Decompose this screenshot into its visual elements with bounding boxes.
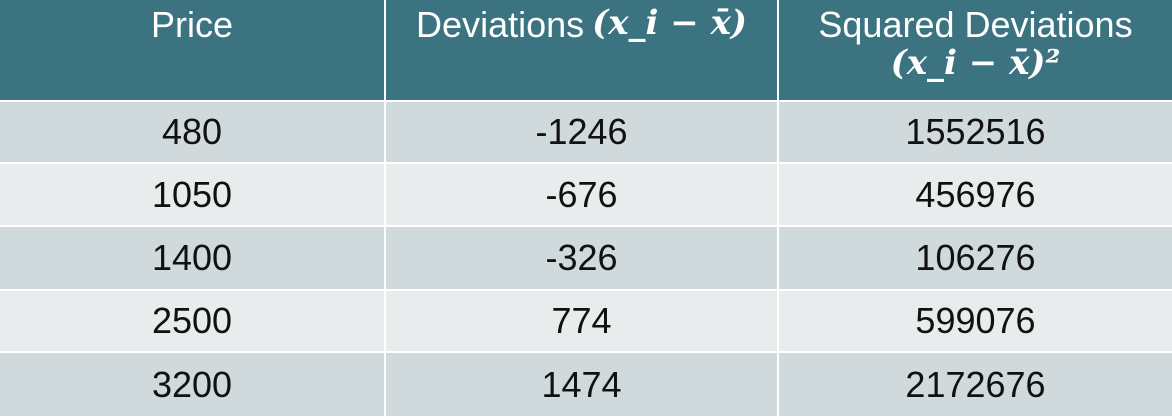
header-squared-label: Squared Deviations — [818, 4, 1133, 45]
table-row-4-deviation: 774 — [386, 291, 779, 353]
table-row-3-squared: 106276 — [779, 227, 1172, 291]
table-row-2-squared: 456976 — [779, 164, 1172, 227]
table-row-4-squared: 599076 — [779, 291, 1172, 353]
table-row-1-price: 480 — [0, 102, 386, 164]
table-row-1-deviation: -1246 — [386, 102, 779, 164]
table-row-2-deviation: -676 — [386, 164, 779, 227]
table-row-5-squared: 2172676 — [779, 353, 1172, 418]
table-row-5-deviation: 1474 — [386, 353, 779, 418]
table-row-3-deviation: -326 — [386, 227, 779, 291]
header-price-label: Price — [150, 4, 234, 45]
header-deviations: Deviations (x_i − x̄) — [386, 0, 779, 102]
header-squared-formula: (x_i − x̄)² — [890, 42, 1061, 83]
header-price: Price — [0, 0, 386, 102]
table-row-2-price: 1050 — [0, 164, 386, 227]
header-deviations-formula: (x_i − x̄) — [592, 3, 747, 43]
table-row-3-price: 1400 — [0, 227, 386, 291]
header-squared-deviations: Squared Deviations (x_i − x̄)² — [779, 0, 1172, 102]
header-deviations-label: Deviations — [416, 4, 585, 45]
table-row-5-price: 3200 — [0, 353, 386, 418]
table-row-4-price: 2500 — [0, 291, 386, 353]
table-row-1-squared: 1552516 — [779, 102, 1172, 164]
